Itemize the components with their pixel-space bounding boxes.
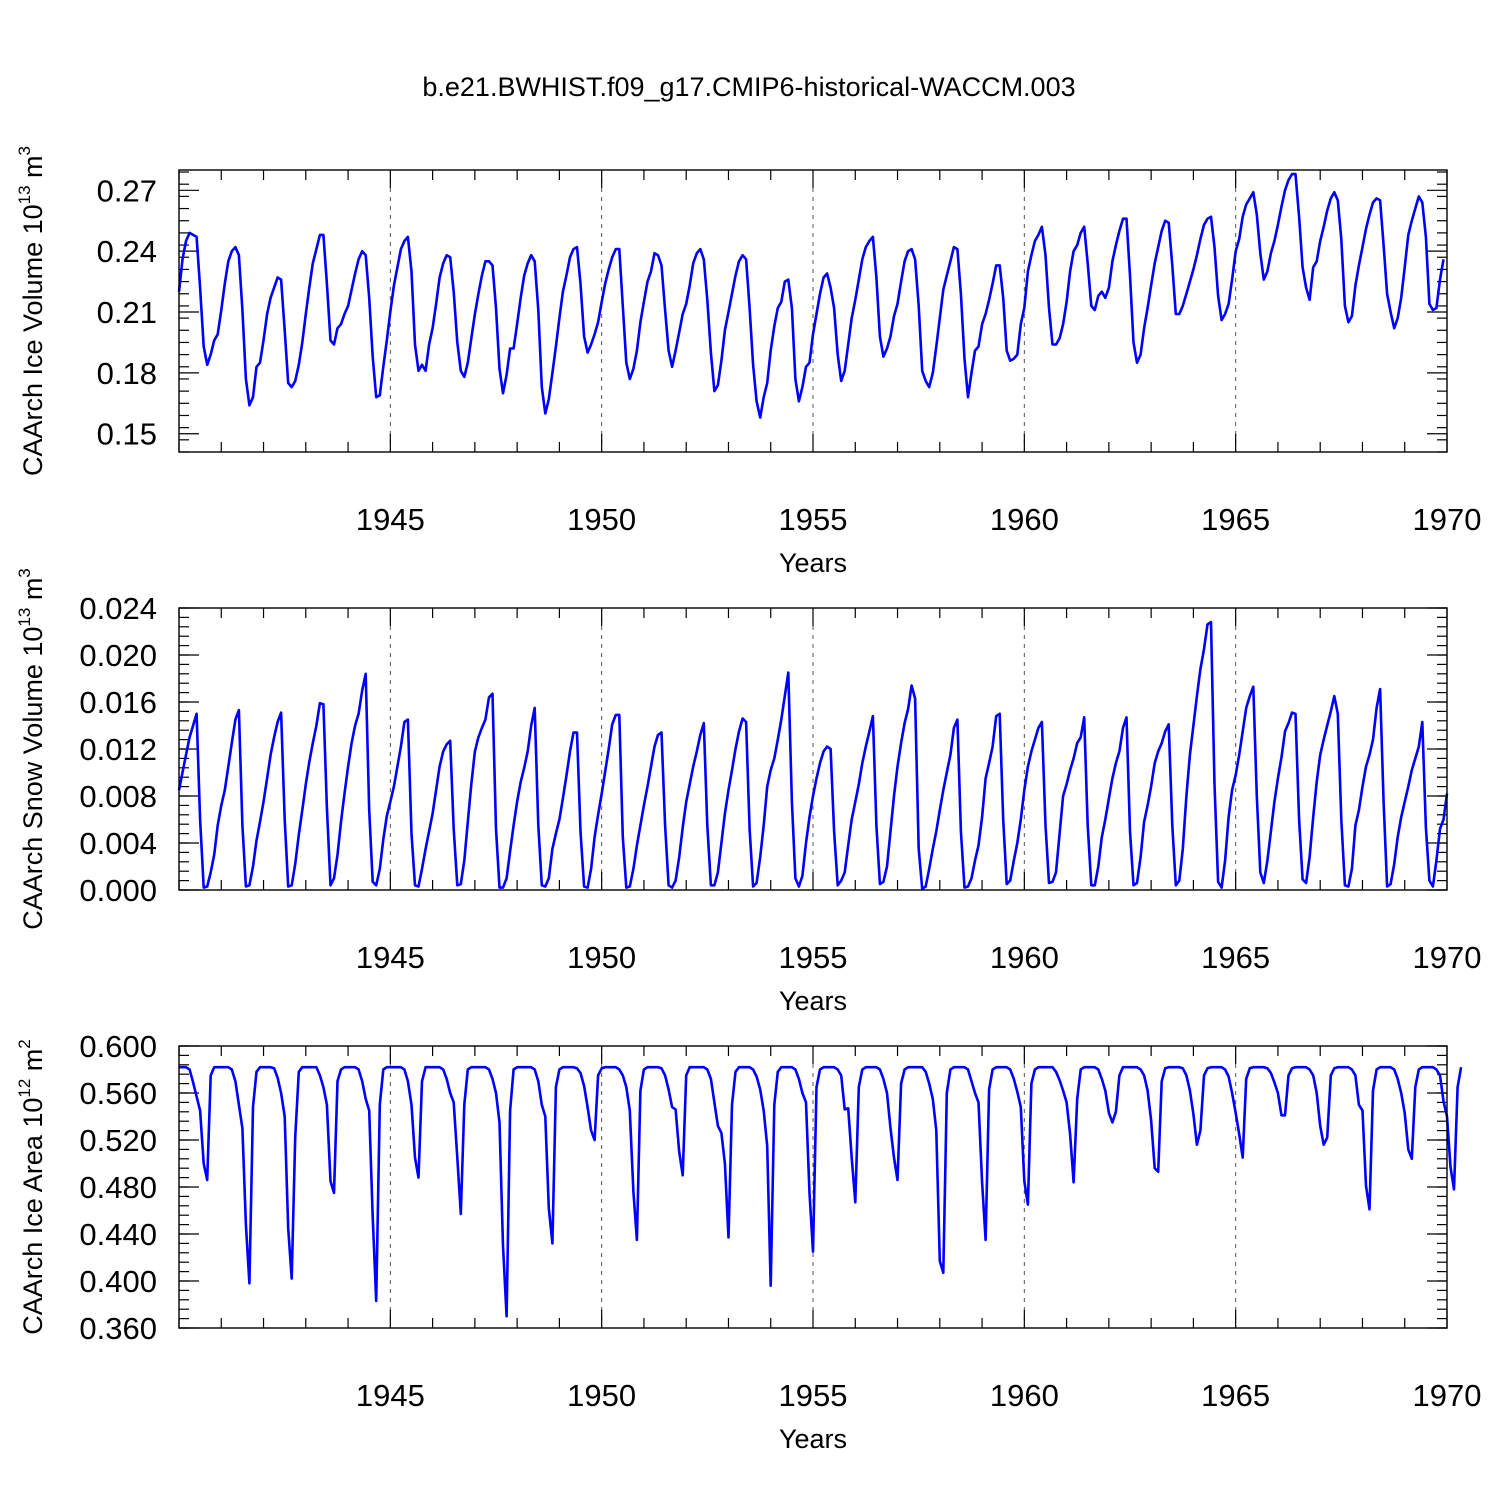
y-axis-label: CAArch Ice Volume 1013 m3: [15, 146, 48, 476]
x-tick-label: 1945: [356, 502, 425, 537]
y-tick-label: 0.560: [79, 1076, 157, 1111]
x-tick-label: 1950: [567, 502, 636, 537]
x-tick-label: 1970: [1413, 502, 1482, 537]
y-tick-label: 0.012: [79, 732, 157, 767]
y-tick-label: 0.360: [79, 1311, 157, 1346]
y-tick-label: 0.016: [79, 685, 157, 720]
x-axis-label: Years: [779, 1424, 847, 1454]
y-tick-label: 0.15: [97, 417, 157, 452]
y-tick-label: 0.024: [79, 591, 157, 626]
y-tick-label: 0.440: [79, 1217, 157, 1252]
y-tick-label: 0.24: [97, 234, 157, 269]
y-tick-label: 0.400: [79, 1264, 157, 1299]
ice-area-plot-frame: [178, 1045, 1448, 1329]
ice-area-panel: 0.360 0.400 0.440 0.480 0.520 0.560 0.600 1945 1…: [15, 1029, 1481, 1454]
y-tick-label: 0.27: [97, 173, 157, 208]
x-axis-label: Years: [779, 548, 847, 578]
ice-volume-panel: 0.15 0.18 0.21 0.24 0.27 1945 1950 1955 1960 1965…: [15, 146, 1481, 578]
x-axis-label: Years: [779, 986, 847, 1016]
x-tick-label: 1955: [779, 1378, 848, 1413]
ice-volume-plot-frame: [178, 169, 1448, 453]
x-tick-label: 1965: [1201, 502, 1270, 537]
ice-area-series-line: [179, 1065, 1463, 1318]
x-tick-label: 1970: [1413, 940, 1482, 975]
x-tick-label: 1965: [1201, 1378, 1270, 1413]
snow-volume-panel: 0.000 0.004 0.008 0.012 0.016 0.020 0.024 1945 1…: [15, 568, 1481, 1016]
y-tick-label: 0.000: [79, 873, 157, 908]
x-tick-label: 1955: [779, 940, 848, 975]
y-tick-label: 0.020: [79, 638, 157, 673]
x-tick-label: 1965: [1201, 940, 1270, 975]
x-tick-label: 1945: [356, 1378, 425, 1413]
ice-volume-series-line: [177, 172, 1445, 419]
y-axis-label: CAArch Ice Area 1012 m2: [15, 1039, 48, 1335]
chart-panels: 0.15 0.18 0.21 0.24 0.27 1945 1950 1955 1960 1965…: [15, 146, 1481, 1454]
x-tick-label: 1955: [779, 502, 848, 537]
y-tick-label: 0.480: [79, 1170, 157, 1205]
x-tick-label: 1960: [990, 1378, 1059, 1413]
y-tick-label: 0.520: [79, 1123, 157, 1158]
chart-title: b.e21.BWHIST.f09_g17.CMIP6-historical-WA…: [422, 72, 1075, 102]
y-axis-label: CAArch Snow Volume 1013 m3: [15, 568, 48, 930]
x-tick-label: 1960: [990, 502, 1059, 537]
y-tick-label: 0.18: [97, 356, 157, 391]
x-tick-label: 1950: [567, 1378, 636, 1413]
x-tick-label: 1945: [356, 940, 425, 975]
snow-volume-plot-frame: [178, 607, 1448, 891]
x-tick-label: 1960: [990, 940, 1059, 975]
y-tick-label: 0.21: [97, 295, 157, 330]
y-tick-label: 0.008: [79, 779, 157, 814]
y-tick-label: 0.004: [79, 826, 157, 861]
y-tick-label: 0.600: [79, 1029, 157, 1064]
snow-volume-series-line: [177, 620, 1449, 891]
x-tick-label: 1950: [567, 940, 636, 975]
x-tick-label: 1970: [1413, 1378, 1482, 1413]
